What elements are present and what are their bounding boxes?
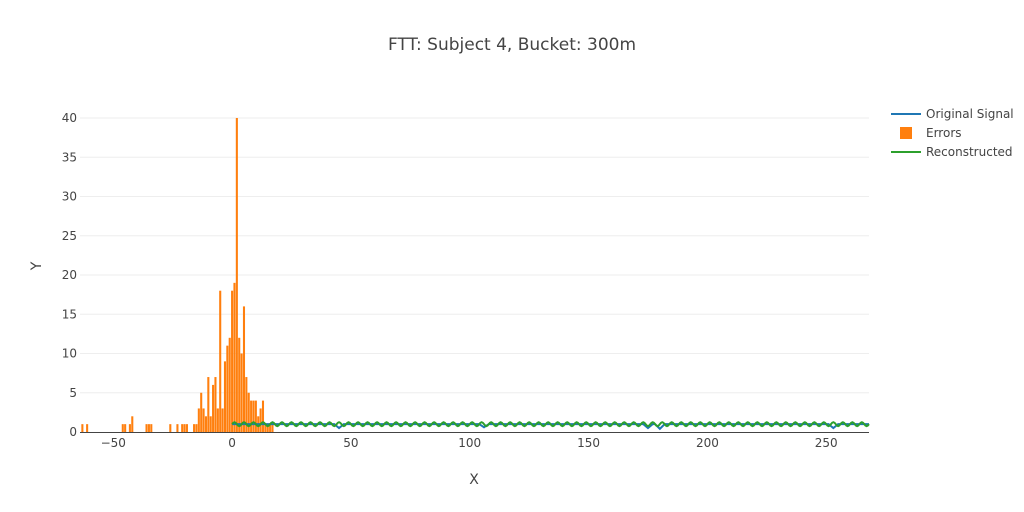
error-bar bbox=[219, 290, 222, 432]
error-bar bbox=[185, 424, 188, 432]
error-bar bbox=[214, 377, 217, 432]
error-bar bbox=[242, 306, 246, 432]
error-bar bbox=[259, 408, 262, 432]
error-bar bbox=[197, 408, 200, 432]
error-bar bbox=[204, 416, 207, 432]
legend-swatch-errors bbox=[900, 127, 912, 139]
y-tick-label: 10 bbox=[62, 347, 77, 361]
x-tick-label: −50 bbox=[101, 436, 126, 450]
error-bar bbox=[195, 424, 198, 432]
errors-bars bbox=[81, 118, 274, 432]
error-bar bbox=[261, 400, 265, 432]
error-bar bbox=[176, 424, 179, 432]
error-bar bbox=[183, 424, 186, 432]
x-tick-label: 0 bbox=[228, 436, 236, 450]
chart-title: FTT: Subject 4, Bucket: 300m bbox=[388, 35, 636, 55]
error-bar bbox=[226, 345, 229, 432]
error-bar bbox=[223, 361, 227, 432]
error-bar bbox=[121, 424, 124, 432]
error-bar bbox=[193, 424, 196, 432]
error-bar bbox=[209, 416, 212, 432]
legend-item-errors[interactable]: Errors bbox=[900, 126, 962, 140]
error-bar bbox=[240, 353, 243, 432]
error-bar bbox=[169, 424, 172, 432]
error-bar bbox=[221, 408, 224, 432]
error-bar bbox=[147, 424, 150, 432]
error-bar bbox=[207, 377, 210, 432]
error-bar bbox=[269, 424, 272, 432]
y-tick-label: 35 bbox=[62, 150, 77, 164]
error-bar bbox=[231, 290, 234, 432]
x-tick-label: 200 bbox=[696, 436, 719, 450]
legend-item-reconstructed[interactable]: Reconstructed bbox=[891, 145, 1013, 159]
x-tick-label: 50 bbox=[343, 436, 358, 450]
y-axis-title: Y bbox=[29, 261, 45, 271]
error-bar bbox=[245, 377, 248, 432]
error-bar bbox=[181, 424, 184, 432]
error-bar bbox=[233, 282, 236, 432]
error-bar bbox=[264, 424, 267, 432]
legend-label-original-signal: Original Signal bbox=[926, 107, 1014, 121]
error-bar bbox=[252, 400, 255, 432]
y-axis-ticks: 0 5 10 15 20 25 30 35 40 bbox=[62, 111, 77, 439]
y-tick-label: 25 bbox=[62, 229, 77, 243]
error-bar bbox=[202, 408, 205, 432]
error-bar bbox=[238, 337, 241, 432]
y-tick-label: 40 bbox=[62, 111, 77, 125]
x-tick-label: 100 bbox=[458, 436, 481, 450]
error-bar bbox=[200, 392, 203, 432]
error-bar bbox=[150, 424, 153, 432]
error-bar bbox=[271, 424, 274, 432]
legend-label-reconstructed: Reconstructed bbox=[926, 145, 1013, 159]
y-tick-label: 15 bbox=[62, 307, 77, 321]
error-bar bbox=[250, 400, 253, 432]
error-bar bbox=[228, 337, 231, 432]
error-bar bbox=[212, 384, 215, 432]
error-bar bbox=[254, 400, 257, 432]
y-tick-label: 5 bbox=[69, 386, 77, 400]
reconstructed-line bbox=[231, 421, 870, 428]
x-tick-label: 150 bbox=[577, 436, 600, 450]
error-bar bbox=[266, 424, 269, 432]
error-bar bbox=[86, 424, 89, 432]
legend: Original Signal Errors Reconstructed bbox=[891, 107, 1014, 159]
error-bar bbox=[235, 118, 238, 432]
x-axis-ticks: −50 0 50 100 150 200 250 bbox=[101, 436, 838, 450]
y-tick-label: 0 bbox=[69, 425, 77, 439]
error-bar bbox=[128, 424, 131, 432]
x-axis-title: X bbox=[469, 472, 479, 488]
error-bar bbox=[247, 392, 250, 432]
error-bar bbox=[145, 424, 148, 432]
y-tick-label: 20 bbox=[62, 268, 77, 282]
error-bar bbox=[216, 408, 219, 432]
legend-label-errors: Errors bbox=[926, 126, 962, 140]
x-tick-label: 250 bbox=[815, 436, 838, 450]
y-gridlines bbox=[80, 117, 869, 394]
legend-item-original-signal[interactable]: Original Signal bbox=[891, 107, 1014, 121]
y-tick-label: 30 bbox=[62, 190, 77, 204]
error-bar bbox=[81, 424, 84, 432]
error-bar bbox=[124, 424, 127, 432]
error-bar bbox=[131, 416, 134, 432]
